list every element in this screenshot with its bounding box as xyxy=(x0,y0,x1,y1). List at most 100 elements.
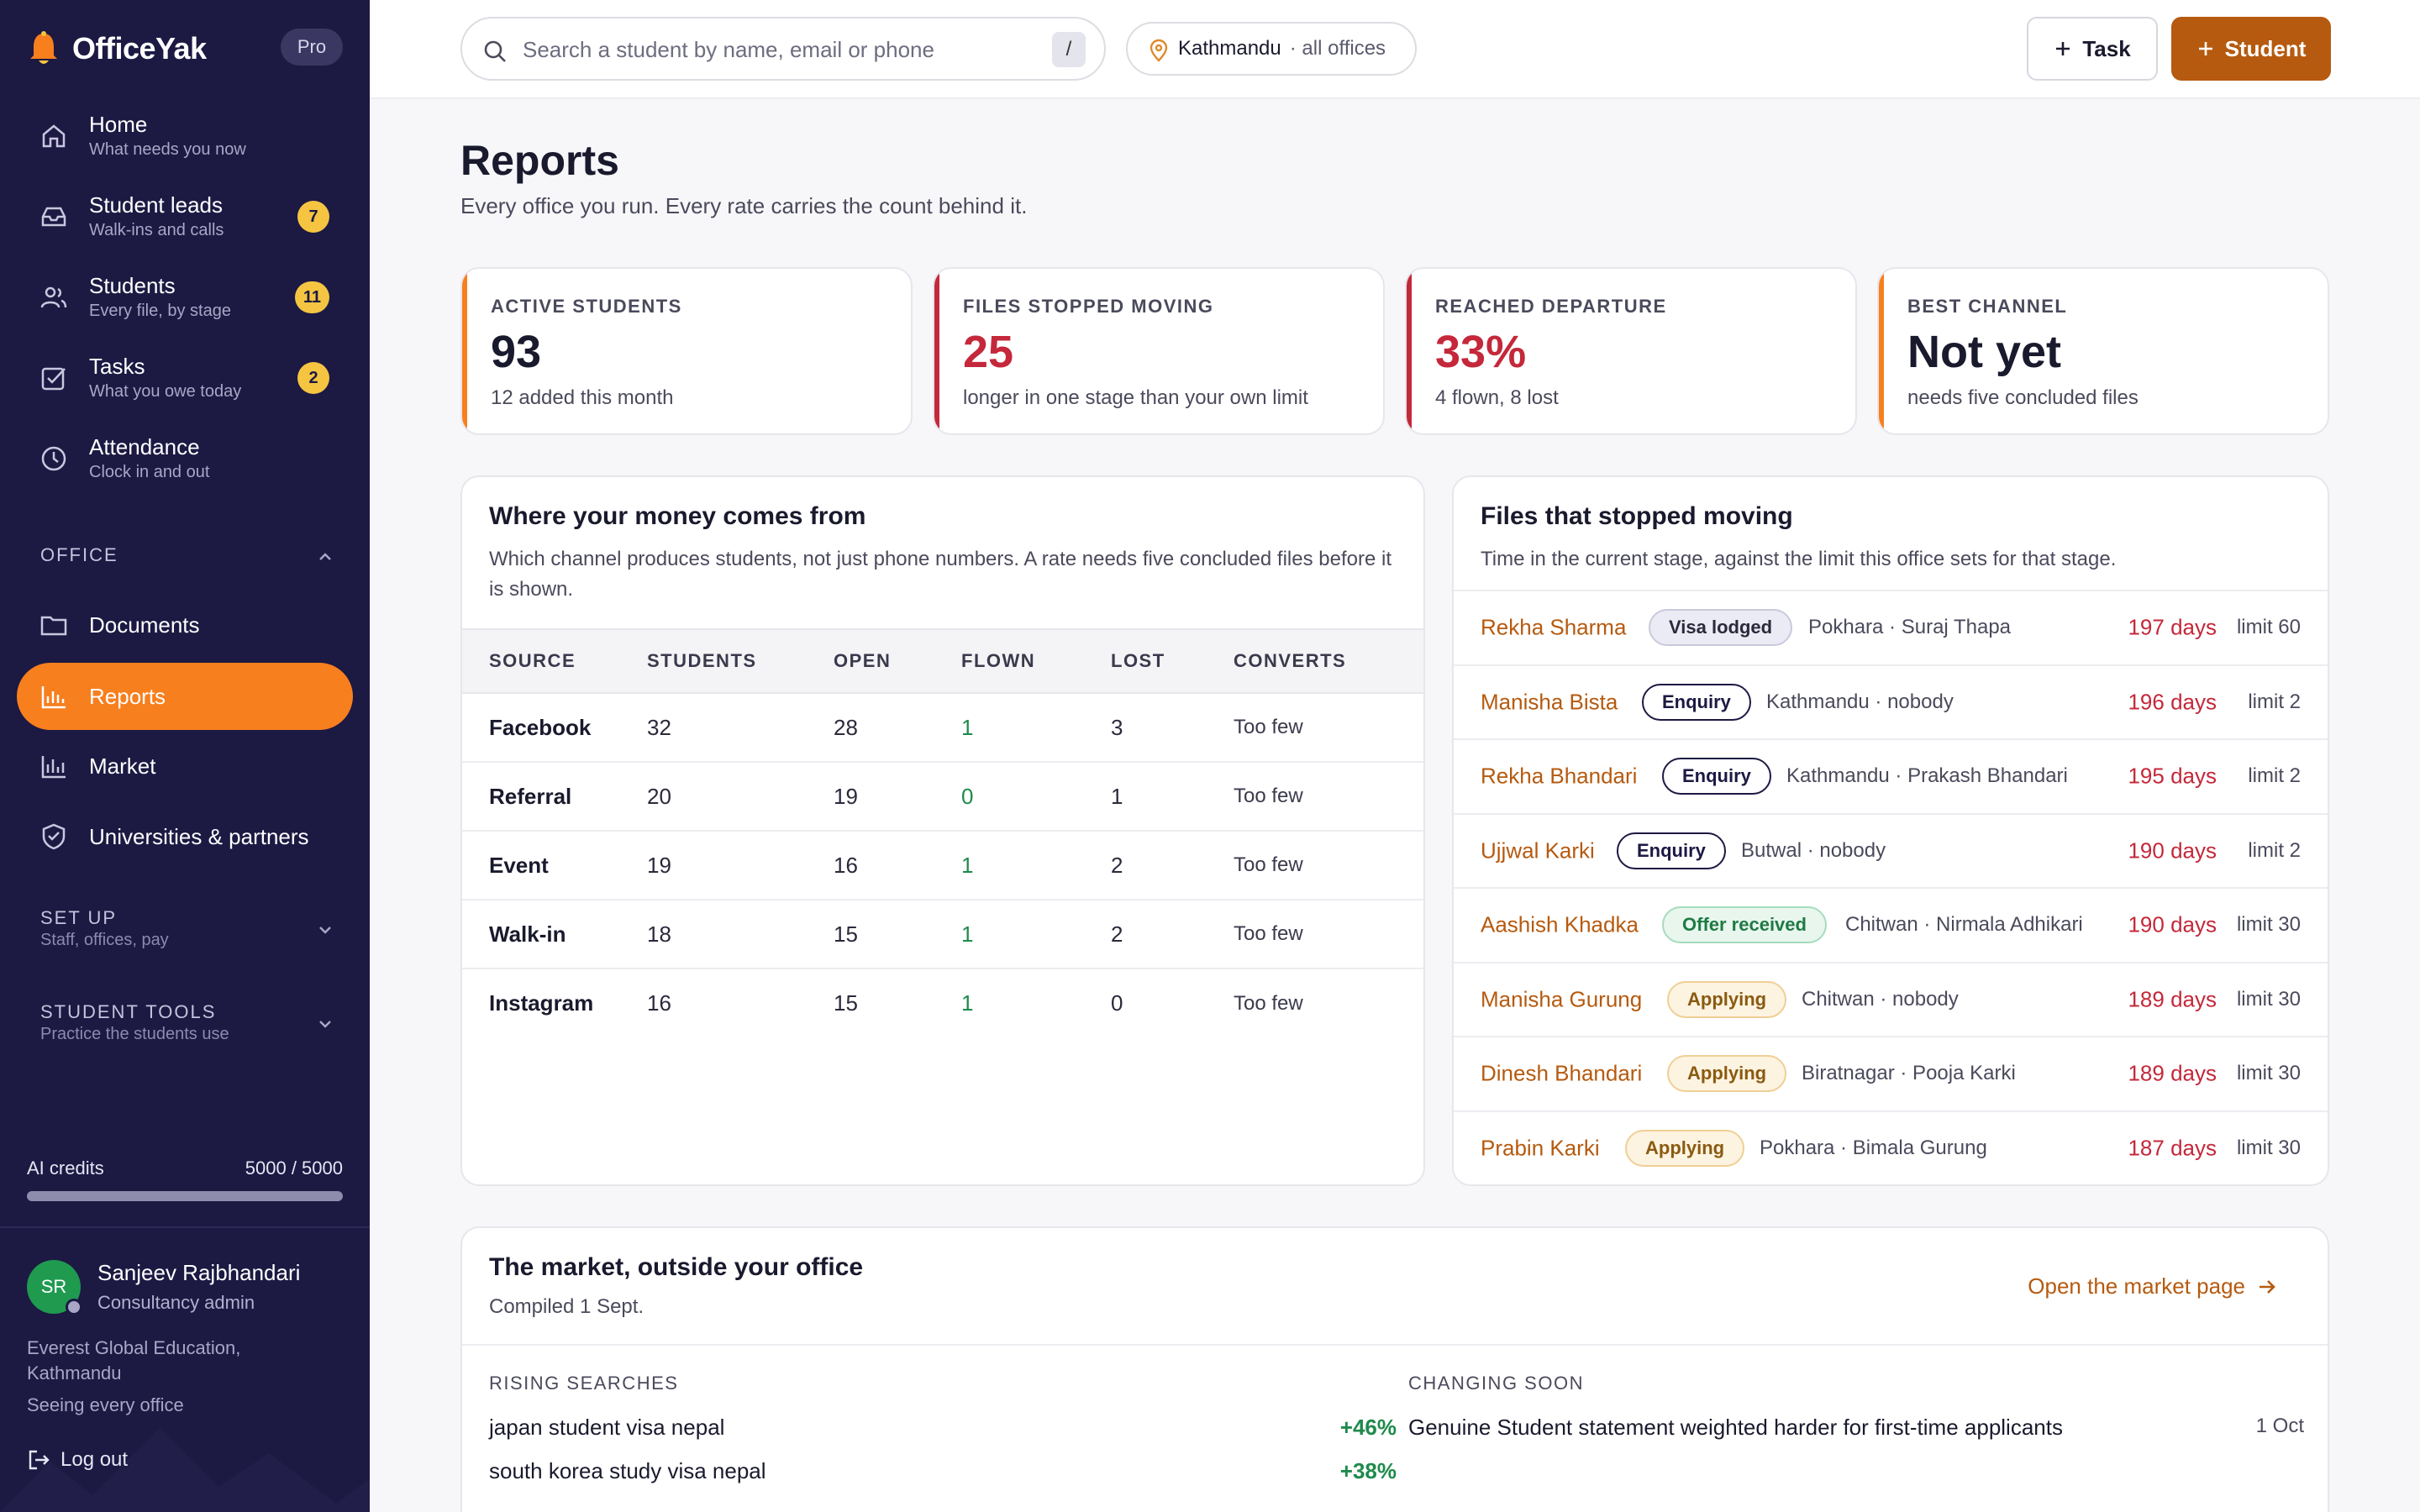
column-header[interactable]: CONVERTS xyxy=(1234,628,1423,694)
sidebar-item-students[interactable]: Students Every file, by stage 11 xyxy=(17,264,353,331)
column-header[interactable]: SOURCE xyxy=(462,628,647,694)
open-cell: 15 xyxy=(834,990,858,1016)
search-term: japan student visa nepal xyxy=(489,1415,725,1440)
kpi-note: longer in one stage than your own limit xyxy=(963,386,1308,409)
search-box[interactable]: / xyxy=(460,17,1106,81)
stage-limit: limit 30 xyxy=(2236,913,2301,937)
list-item[interactable]: Rekha Sharma Visa lodged Pokhara · Suraj… xyxy=(1454,590,2328,664)
count-badge: 11 xyxy=(294,281,329,313)
divider xyxy=(462,1344,2328,1346)
office-counsellor: Chitwan · nobody xyxy=(1802,987,1959,1011)
plus-icon xyxy=(2056,42,2070,55)
scope-text: Seeing every office xyxy=(27,1394,184,1415)
column-header[interactable]: FLOWN xyxy=(961,628,1111,694)
list-item[interactable]: Dinesh Bhandari Applying Biratnagar · Po… xyxy=(1454,1036,2328,1110)
students-cell: 20 xyxy=(647,762,834,832)
list-item[interactable]: Prabin Karki Applying Pokhara · Bimala G… xyxy=(1454,1110,2328,1185)
converts-cell: Too few xyxy=(1234,693,1423,763)
sidebar-item-tasks[interactable]: Tasks What you owe today 2 xyxy=(17,344,353,412)
list-item[interactable]: Manisha Gurung Applying Chitwan · nobody… xyxy=(1454,961,2328,1037)
student-name-link[interactable]: Dinesh Bhandari xyxy=(1481,1060,1643,1086)
sidebar-item-universities[interactable]: Universities & partners xyxy=(17,803,353,870)
section-sub: Practice the students use xyxy=(40,1025,229,1043)
sidebar-item-documents[interactable]: Documents xyxy=(17,591,353,659)
column-header[interactable]: STUDENTS xyxy=(647,628,834,694)
flown-cell: 1 xyxy=(961,990,974,1016)
stage-badge: Enquiry xyxy=(1662,758,1771,795)
rising-searches-heading: RISING SEARCHES xyxy=(489,1373,679,1394)
days-in-stage: 190 days xyxy=(2128,911,2217,937)
add-student-button[interactable]: Student xyxy=(2171,17,2331,81)
table-row[interactable]: Referral 20 19 0 1 Too few xyxy=(462,762,1423,832)
list-item[interactable]: Aashish Khadka Offer received Chitwan · … xyxy=(1454,887,2328,962)
kpi-note: 4 flown, 8 lost xyxy=(1435,386,1559,409)
chevron-down-icon xyxy=(319,927,331,934)
brand-name: OfficeYak xyxy=(72,31,207,66)
location-pin-icon xyxy=(1150,39,1168,62)
table-row[interactable]: Event 19 16 1 2 Too few xyxy=(462,831,1423,900)
table-row[interactable]: Facebook 32 28 1 3 Too few xyxy=(462,693,1423,763)
converts-cell: Too few xyxy=(1234,762,1423,832)
student-name-link[interactable]: Aashish Khadka xyxy=(1481,911,1639,937)
flown-cell: 1 xyxy=(961,831,1111,900)
table-row[interactable]: Instagram 16 15 1 0 Too few xyxy=(462,969,1423,1037)
chevron-down-icon xyxy=(319,1021,331,1028)
sidebar-item-student-leads[interactable]: Student leads Walk-ins and calls 7 xyxy=(17,183,353,250)
sidebar: OfficeYak Pro Home What needs you now Stu… xyxy=(0,0,370,1512)
card-description: Time in the current stage, against the l… xyxy=(1481,548,2117,570)
student-name-link[interactable]: Manisha Gurung xyxy=(1481,986,1643,1012)
open-market-page-label: Open the market page xyxy=(2028,1273,2245,1299)
open-market-page-link[interactable]: Open the market page xyxy=(2028,1273,2277,1299)
office-counsellor: Biratnagar · Pooja Karki xyxy=(1802,1062,2016,1085)
student-name-link[interactable]: Rekha Sharma xyxy=(1481,614,1627,640)
search-input[interactable] xyxy=(523,32,1010,67)
sidebar-item-sub: What you owe today xyxy=(89,382,242,401)
setup-section-toggle[interactable]: SET UP Staff, offices, pay xyxy=(40,907,334,950)
search-icon xyxy=(484,40,506,62)
kpi-card-best-channel: BEST CHANNEL Not yet needs five conclude… xyxy=(1877,267,2329,435)
office-section-toggle[interactable]: OFFICE xyxy=(40,544,334,566)
kpi-note: 12 added this month xyxy=(491,386,674,409)
open-cell: 19 xyxy=(834,762,961,832)
column-header[interactable]: OPEN xyxy=(834,628,961,694)
days-in-stage: 189 days xyxy=(2128,986,2217,1012)
open-cell: 28 xyxy=(834,693,961,763)
lost-cell: 2 xyxy=(1111,831,1234,900)
sidebar-item-market[interactable]: Market xyxy=(17,732,353,800)
column-header[interactable]: LOST xyxy=(1111,628,1234,694)
office-selector[interactable]: Kathmandu · all offices xyxy=(1126,22,1417,76)
sidebar-item-sub: What needs you now xyxy=(89,140,246,159)
stage-badge: Applying xyxy=(1667,980,1787,1018)
plus-icon xyxy=(2198,42,2212,55)
student-tools-section-toggle[interactable]: STUDENT TOOLS Practice the students use xyxy=(40,1001,334,1044)
changing-soon-item[interactable]: Genuine Student statement weighted harde… xyxy=(1408,1415,2304,1448)
rising-search-item[interactable]: south korea study visa nepal +38% xyxy=(489,1458,1397,1492)
student-name-link[interactable]: Rekha Bhandari xyxy=(1481,763,1638,789)
office-selector-label: Kathmandu xyxy=(1178,37,1281,60)
students-cell: 18 xyxy=(647,900,834,969)
rising-search-item[interactable]: japan student visa nepal +46% xyxy=(489,1415,1397,1448)
bell-logo-icon xyxy=(27,30,60,67)
list-item[interactable]: Manisha Bista Enquiry Kathmandu · nobody… xyxy=(1454,664,2328,739)
brand[interactable]: OfficeYak xyxy=(27,25,207,72)
student-name-link[interactable]: Prabin Karki xyxy=(1481,1135,1600,1161)
logout-button[interactable]: Log out xyxy=(27,1448,128,1472)
list-item[interactable]: Rekha Bhandari Enquiry Kathmandu · Praka… xyxy=(1454,738,2328,813)
student-name-link[interactable]: Ujjwal Karki xyxy=(1481,837,1595,864)
sidebar-item-attendance[interactable]: Attendance Clock in and out xyxy=(17,425,353,492)
changing-soon-heading: CHANGING SOON xyxy=(1408,1373,1584,1394)
search-shortcut-key: / xyxy=(1052,32,1086,67)
presence-dot xyxy=(66,1299,82,1315)
kpi-value: Not yet xyxy=(1907,327,2062,377)
sidebar-item-home[interactable]: Home What needs you now xyxy=(17,102,353,170)
flown-cell: 0 xyxy=(961,762,1111,832)
add-task-button[interactable]: Task xyxy=(2027,17,2158,81)
sidebar-item-reports[interactable]: Reports xyxy=(17,663,353,730)
list-item[interactable]: Ujjwal Karki Enquiry Butwal · nobody 190… xyxy=(1454,812,2328,888)
stage-limit: limit 30 xyxy=(2236,1136,2301,1159)
student-name-link[interactable]: Manisha Bista xyxy=(1481,689,1618,715)
source-cell: Walk-in xyxy=(462,900,647,969)
sidebar-item-sub: Walk-ins and calls xyxy=(89,221,224,239)
kpi-label: ACTIVE STUDENTS xyxy=(491,296,682,317)
table-row[interactable]: Walk-in 18 15 1 2 Too few xyxy=(462,900,1423,969)
